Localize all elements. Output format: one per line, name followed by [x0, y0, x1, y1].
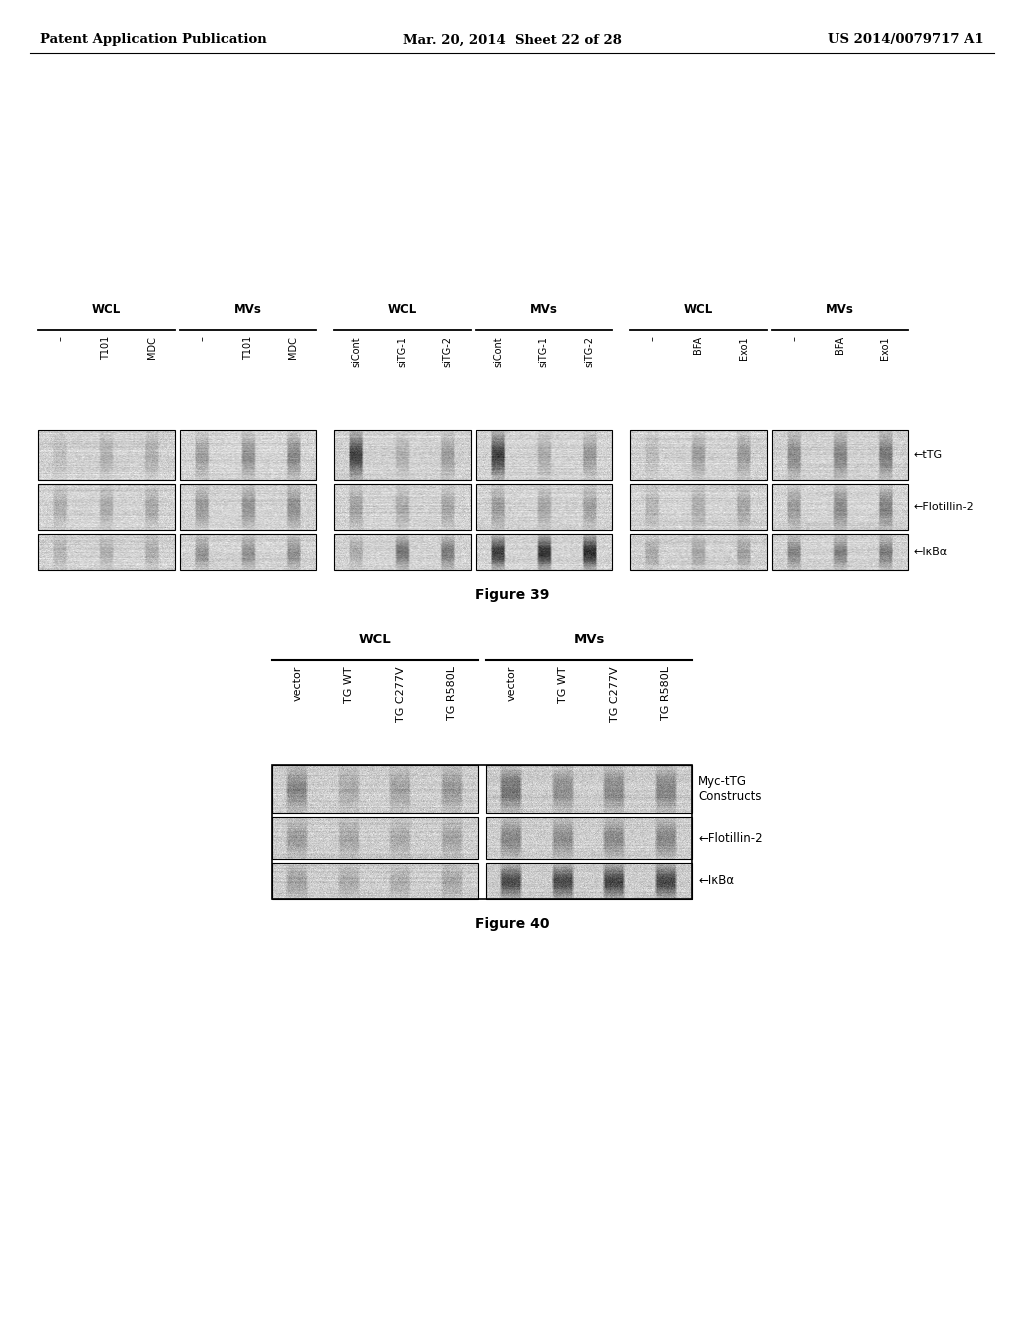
Text: –: – — [55, 337, 66, 341]
Text: TG R580L: TG R580L — [662, 667, 672, 719]
Bar — [771, 430, 908, 480]
Text: Exo1: Exo1 — [881, 337, 890, 359]
Bar — [334, 484, 470, 531]
Text: WCL: WCL — [91, 304, 121, 315]
Text: ←IκBα: ←IκBα — [698, 874, 734, 887]
Text: ←Flotillin-2: ←Flotillin-2 — [698, 832, 763, 845]
Text: Exo1: Exo1 — [738, 337, 749, 359]
Text: US 2014/0079717 A1: US 2014/0079717 A1 — [828, 33, 984, 46]
Bar — [334, 430, 470, 480]
Text: MVs: MVs — [825, 304, 854, 315]
Bar — [38, 484, 174, 531]
Text: Myc-tTG
Constructs: Myc-tTG Constructs — [698, 775, 762, 803]
Bar — [334, 535, 470, 570]
Bar — [630, 535, 767, 570]
Text: vector: vector — [293, 667, 303, 701]
Text: MVs: MVs — [573, 634, 605, 645]
Bar — [38, 430, 174, 480]
Text: WCL: WCL — [358, 634, 391, 645]
Bar — [179, 484, 316, 531]
Text: siTG-1: siTG-1 — [539, 337, 549, 367]
Bar — [630, 484, 767, 531]
Text: –: – — [790, 337, 800, 341]
Text: TG C277V: TG C277V — [395, 667, 406, 722]
Bar — [179, 430, 316, 480]
Text: MVs: MVs — [529, 304, 558, 315]
Text: ←IκBα: ←IκBα — [914, 546, 948, 557]
Bar — [38, 535, 174, 570]
Bar — [475, 484, 612, 531]
Text: siCont: siCont — [494, 337, 503, 367]
Text: WCL: WCL — [388, 304, 417, 315]
Bar — [486, 863, 692, 899]
Text: vector: vector — [507, 667, 517, 701]
Bar — [486, 766, 692, 813]
Text: Mar. 20, 2014  Sheet 22 of 28: Mar. 20, 2014 Sheet 22 of 28 — [402, 33, 622, 46]
Text: MDC: MDC — [146, 337, 157, 359]
Text: siTG-2: siTG-2 — [585, 337, 594, 367]
Text: TG WT: TG WT — [558, 667, 568, 702]
Text: BFA: BFA — [693, 337, 703, 354]
Text: ←tTG: ←tTG — [914, 450, 943, 459]
Text: MVs: MVs — [233, 304, 262, 315]
Bar — [486, 817, 692, 859]
Text: Patent Application Publication: Patent Application Publication — [40, 33, 266, 46]
Bar — [475, 430, 612, 480]
Bar — [771, 535, 908, 570]
Bar — [475, 535, 612, 570]
Text: Figure 40: Figure 40 — [475, 917, 549, 931]
Text: Figure 39: Figure 39 — [475, 587, 549, 602]
Text: TG WT: TG WT — [344, 667, 354, 702]
Text: BFA: BFA — [835, 337, 845, 354]
Bar — [771, 484, 908, 531]
Text: TG C277V: TG C277V — [609, 667, 620, 722]
Text: siCont: siCont — [352, 337, 361, 367]
Text: MDC: MDC — [288, 337, 298, 359]
Text: WCL: WCL — [684, 304, 713, 315]
Text: T101: T101 — [101, 337, 112, 360]
Text: TG R580L: TG R580L — [447, 667, 458, 719]
Bar — [272, 817, 478, 859]
Text: –: – — [198, 337, 207, 341]
Bar — [179, 535, 316, 570]
Text: T101: T101 — [243, 337, 253, 360]
Text: ←Flotillin-2: ←Flotillin-2 — [914, 502, 975, 512]
Bar — [272, 766, 692, 899]
Text: –: – — [648, 337, 657, 341]
Text: siTG-2: siTG-2 — [442, 337, 453, 367]
Bar — [272, 766, 478, 813]
Bar — [630, 430, 767, 480]
Bar — [272, 863, 478, 899]
Text: siTG-1: siTG-1 — [397, 337, 408, 367]
